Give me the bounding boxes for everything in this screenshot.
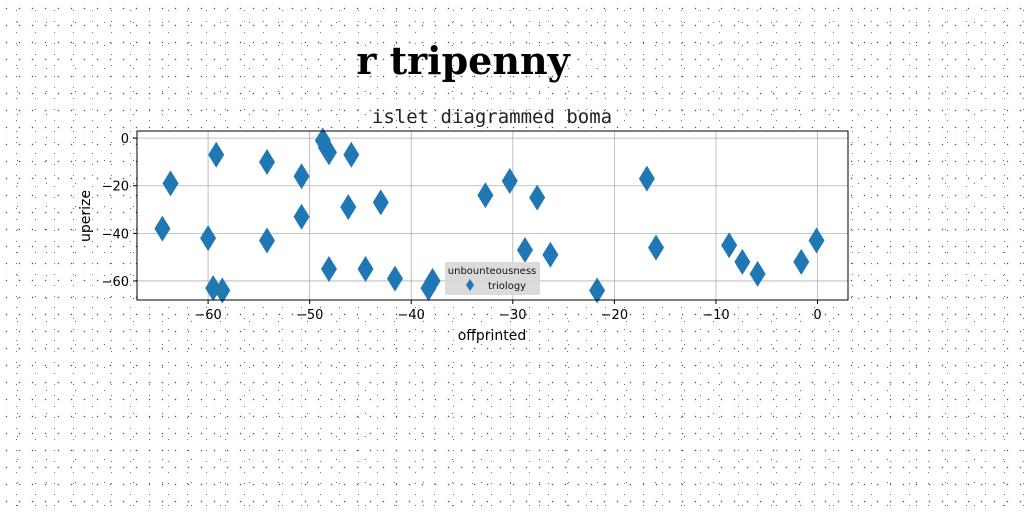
y-tick-label: −40 bbox=[102, 227, 129, 242]
data-point bbox=[320, 139, 337, 166]
data-point bbox=[162, 170, 179, 197]
data-point bbox=[320, 256, 337, 283]
y-tick-label: 0 bbox=[121, 132, 129, 147]
data-point bbox=[154, 215, 171, 242]
x-tick-label: −20 bbox=[601, 308, 628, 323]
data-point bbox=[424, 267, 441, 294]
chart-title: islet diagrammed boma bbox=[372, 106, 612, 128]
data-point bbox=[357, 256, 374, 283]
data-point bbox=[343, 141, 360, 168]
x-tick-label: −30 bbox=[499, 308, 526, 323]
data-point bbox=[721, 232, 738, 259]
data-point bbox=[259, 227, 276, 254]
plot-frame bbox=[136, 130, 849, 301]
y-axis-label: uperize bbox=[78, 190, 94, 242]
data-point bbox=[542, 241, 559, 268]
data-point bbox=[340, 194, 357, 221]
figure-suptitle: r tripenny bbox=[356, 38, 570, 83]
data-point bbox=[293, 163, 310, 190]
data-point bbox=[293, 203, 310, 230]
legend-marker bbox=[466, 279, 474, 291]
data-point bbox=[372, 189, 389, 216]
legend-title: unbounteousness bbox=[448, 266, 536, 277]
data-point bbox=[648, 234, 665, 261]
data-point bbox=[589, 277, 606, 304]
y-axis: 0 −20 −40 −60 bbox=[102, 132, 137, 290]
data-point bbox=[208, 141, 225, 168]
legend-entry-label: triology bbox=[488, 281, 526, 292]
data-point bbox=[808, 227, 825, 254]
x-axis: −60 −50 −40 −30 −20 −10 0 bbox=[194, 300, 822, 323]
data-point bbox=[259, 148, 276, 175]
data-point bbox=[386, 265, 403, 292]
data-point bbox=[638, 165, 655, 192]
x-tick-label: −10 bbox=[702, 308, 729, 323]
data-point bbox=[200, 225, 217, 252]
legend: unbounteousness triology bbox=[445, 262, 540, 295]
data-points bbox=[154, 127, 825, 304]
x-tick-label: −60 bbox=[194, 308, 221, 323]
data-point bbox=[517, 237, 534, 264]
x-axis-label: offprinted bbox=[458, 328, 527, 344]
data-point bbox=[529, 184, 546, 211]
y-tick-label: −60 bbox=[102, 275, 129, 290]
x-tick-label: 0 bbox=[813, 308, 821, 323]
data-point bbox=[749, 260, 766, 287]
data-point bbox=[793, 248, 810, 275]
x-tick-label: −50 bbox=[296, 308, 323, 323]
x-tick-label: −40 bbox=[398, 308, 425, 323]
data-point bbox=[734, 248, 751, 275]
data-point bbox=[214, 277, 231, 304]
y-tick-label: −20 bbox=[102, 180, 129, 195]
data-point bbox=[477, 182, 494, 209]
data-point bbox=[501, 167, 518, 194]
